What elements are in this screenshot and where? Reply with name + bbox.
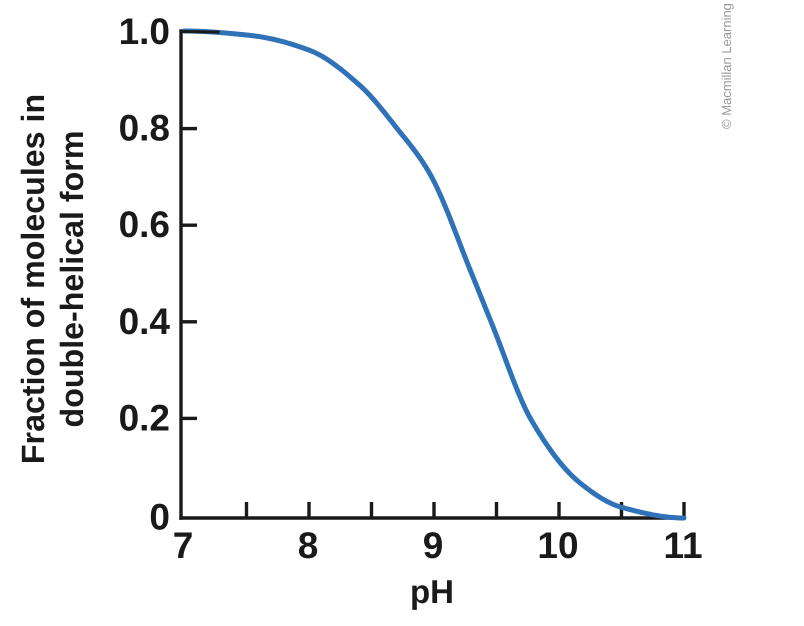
svg-text:11: 11	[663, 525, 702, 566]
svg-text:7: 7	[173, 525, 194, 566]
svg-text:8: 8	[298, 525, 319, 566]
svg-text:0.6: 0.6	[119, 204, 170, 245]
svg-text:double-helical form: double-helical form	[54, 131, 90, 428]
svg-text:0.8: 0.8	[119, 108, 170, 149]
svg-text:9: 9	[423, 525, 444, 566]
svg-text:10: 10	[537, 525, 578, 566]
svg-text:© Macmillan Learning: © Macmillan Learning	[719, 3, 734, 129]
svg-text:1.0: 1.0	[119, 11, 170, 52]
svg-text:Fraction of molecules in: Fraction of molecules in	[15, 94, 51, 464]
svg-text:0.4: 0.4	[119, 301, 171, 342]
svg-text:0.2: 0.2	[119, 397, 170, 438]
svg-text:0: 0	[149, 497, 170, 538]
svg-text:pH: pH	[410, 573, 454, 610]
